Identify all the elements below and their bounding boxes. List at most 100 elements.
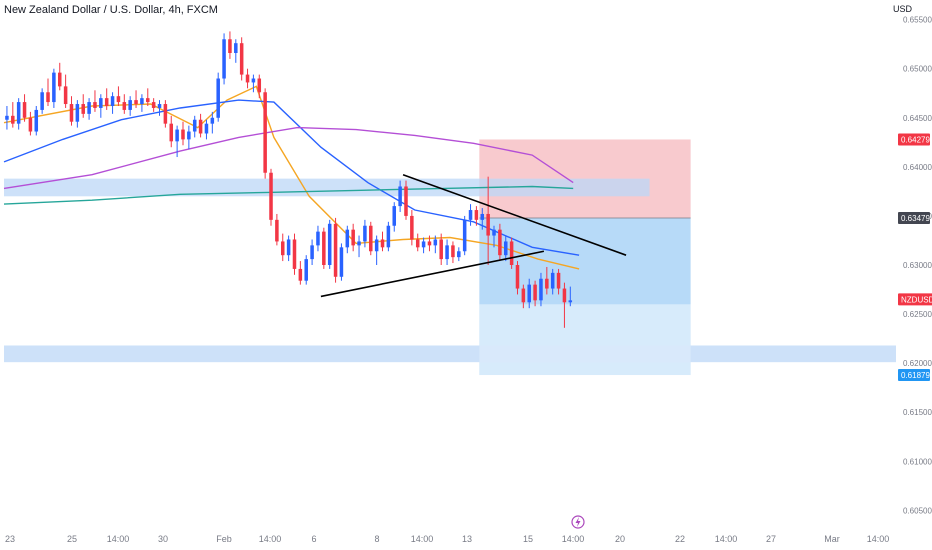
- candle-body[interactable]: [57, 72, 62, 87]
- candle-body[interactable]: [187, 131, 191, 140]
- candle-body[interactable]: [192, 119, 197, 132]
- candle-body[interactable]: [421, 241, 426, 248]
- candle-body[interactable]: [527, 284, 531, 303]
- candle-body[interactable]: [140, 98, 144, 105]
- candle-body[interactable]: [515, 265, 520, 289]
- candle-body[interactable]: [163, 104, 168, 124]
- candle-body[interactable]: [292, 239, 297, 269]
- candle-body[interactable]: [357, 241, 361, 246]
- candle-body[interactable]: [216, 78, 220, 118]
- candle-body[interactable]: [462, 219, 467, 252]
- candle-body[interactable]: [451, 245, 455, 258]
- candle-body[interactable]: [63, 86, 68, 105]
- candle-body[interactable]: [275, 219, 279, 242]
- candle-body[interactable]: [228, 39, 232, 53]
- candle-body[interactable]: [380, 239, 385, 248]
- candle-body[interactable]: [16, 102, 21, 124]
- candle-body[interactable]: [333, 223, 338, 277]
- candle-body[interactable]: [498, 229, 502, 256]
- candle-body[interactable]: [392, 206, 397, 226]
- candle-body[interactable]: [503, 241, 508, 256]
- candle-body[interactable]: [175, 129, 179, 142]
- candle-body[interactable]: [533, 284, 537, 301]
- candle-body[interactable]: [40, 92, 44, 110]
- candle-body[interactable]: [110, 96, 115, 106]
- candle-body[interactable]: [427, 241, 432, 246]
- candle-body[interactable]: [556, 272, 561, 289]
- ascending-trendline[interactable]: [320, 250, 545, 298]
- candle-body[interactable]: [286, 239, 291, 256]
- candle-body[interactable]: [204, 123, 209, 134]
- candle-body[interactable]: [34, 109, 39, 132]
- candle-body[interactable]: [75, 104, 80, 122]
- candle-body[interactable]: [87, 102, 91, 114]
- candle-body[interactable]: [374, 239, 379, 252]
- candle-body[interactable]: [568, 300, 573, 303]
- candle-body[interactable]: [539, 278, 543, 301]
- candle-body[interactable]: [116, 96, 121, 103]
- candle-body[interactable]: [351, 229, 355, 246]
- candle-body[interactable]: [128, 100, 132, 110]
- candle-body[interactable]: [69, 104, 74, 122]
- candle-body[interactable]: [157, 104, 162, 108]
- candle-body[interactable]: [134, 100, 138, 105]
- candle-body[interactable]: [369, 225, 373, 252]
- candle-body[interactable]: [122, 102, 127, 110]
- candle-body[interactable]: [251, 78, 256, 83]
- candle-body[interactable]: [181, 129, 185, 140]
- candle-body[interactable]: [52, 72, 56, 103]
- candle-body[interactable]: [304, 259, 308, 281]
- candle-body[interactable]: [363, 225, 367, 242]
- candle-body[interactable]: [28, 117, 33, 132]
- candle-body[interactable]: [345, 229, 350, 248]
- candle-body[interactable]: [474, 210, 479, 220]
- candle-body[interactable]: [521, 288, 526, 303]
- candle-body[interactable]: [234, 43, 238, 53]
- candle-body[interactable]: [439, 239, 443, 260]
- candle-body[interactable]: [198, 119, 203, 134]
- candle-body[interactable]: [146, 98, 150, 103]
- candle-body[interactable]: [93, 102, 97, 108]
- descending-trendline[interactable]: [402, 173, 627, 256]
- candle-body[interactable]: [550, 272, 555, 289]
- candle-body[interactable]: [310, 245, 314, 260]
- candle-body[interactable]: [245, 74, 250, 83]
- candle-body[interactable]: [410, 215, 414, 240]
- candle-body[interactable]: [562, 288, 567, 303]
- candle-body[interactable]: [169, 123, 174, 142]
- candle-body[interactable]: [280, 241, 285, 256]
- candle-body[interactable]: [327, 223, 332, 265]
- candle-body[interactable]: [509, 241, 514, 265]
- candle-body[interactable]: [222, 39, 226, 79]
- candle-body[interactable]: [404, 186, 408, 216]
- candle-body[interactable]: [415, 239, 420, 248]
- candle-body[interactable]: [339, 247, 344, 277]
- candle-body[interactable]: [11, 115, 15, 124]
- candle-body[interactable]: [468, 210, 473, 220]
- candle-body[interactable]: [322, 231, 326, 265]
- support-zone[interactable]: [4, 345, 896, 363]
- candle-body[interactable]: [445, 245, 449, 260]
- candle-body[interactable]: [81, 104, 85, 114]
- candle-body[interactable]: [480, 213, 485, 220]
- candle-body[interactable]: [398, 186, 402, 207]
- candle-body[interactable]: [433, 239, 438, 246]
- candle-body[interactable]: [492, 229, 496, 236]
- candle-body[interactable]: [46, 92, 50, 103]
- candle-body[interactable]: [545, 278, 549, 289]
- candle-body[interactable]: [257, 78, 262, 93]
- candle-body[interactable]: [22, 102, 27, 118]
- candle-body[interactable]: [457, 251, 461, 258]
- candle-body[interactable]: [239, 43, 244, 75]
- candle-body[interactable]: [104, 98, 109, 106]
- candle-body[interactable]: [99, 98, 103, 108]
- candle-body[interactable]: [386, 225, 391, 248]
- candle-body[interactable]: [298, 268, 303, 281]
- candle-body[interactable]: [316, 231, 320, 246]
- candle-body[interactable]: [486, 213, 490, 236]
- candle-body[interactable]: [151, 102, 156, 108]
- candle-body[interactable]: [210, 117, 215, 124]
- candle-body[interactable]: [269, 172, 273, 220]
- candle-body[interactable]: [263, 92, 267, 173]
